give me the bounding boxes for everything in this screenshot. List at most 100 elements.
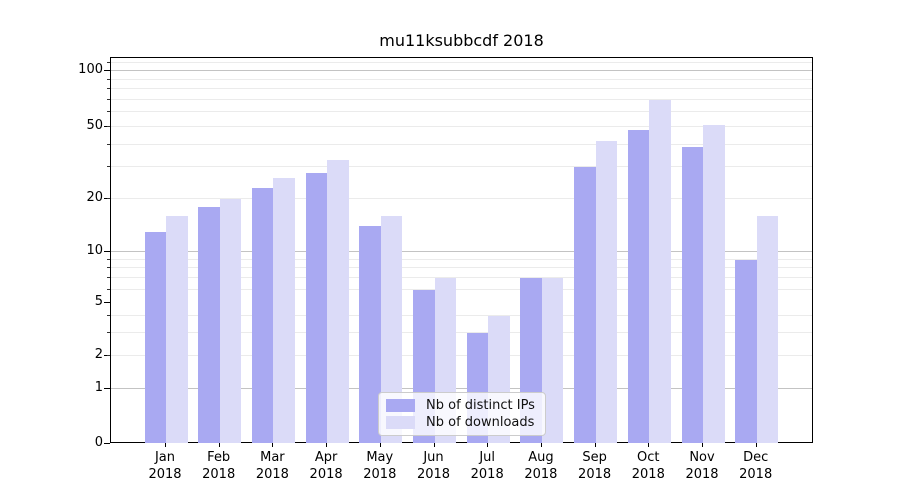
- y-minor-tick-mark: [107, 98, 110, 100]
- y-minor-tick-mark: [107, 258, 110, 260]
- chart-title: mu11ksubbcdf 2018: [379, 31, 544, 50]
- x-tick-year: 2018: [363, 467, 397, 482]
- legend: Nb of distinct IPs Nb of downloads: [378, 392, 546, 436]
- bar-may-distinct-ips: [359, 226, 381, 443]
- bar-mar-downloads: [273, 178, 295, 443]
- bar-may-downloads: [380, 216, 403, 443]
- x-tick-label-aug: Aug 2018: [513, 449, 569, 483]
- minor-gridline: [111, 198, 812, 199]
- x-tick-month: Jun: [423, 450, 444, 465]
- bar-jan-distinct-ips: [144, 231, 166, 443]
- y-minor-tick-mark: [107, 288, 110, 290]
- x-tick-month: Jul: [479, 450, 496, 465]
- x-tick-month: Sep: [582, 450, 607, 465]
- bar-dec-distinct-ips: [735, 259, 757, 443]
- x-tick-mark: [594, 443, 596, 447]
- x-tick-year: 2018: [739, 467, 773, 482]
- y-minor-tick-mark: [107, 88, 110, 90]
- x-tick-year: 2018: [202, 467, 236, 482]
- y-tick-mark: [104, 302, 110, 303]
- x-tick-year: 2018: [685, 467, 719, 482]
- x-tick-mark: [379, 443, 381, 447]
- minor-gridline: [111, 111, 812, 113]
- x-tick-mark: [540, 443, 542, 447]
- minor-gridline: [111, 126, 812, 127]
- y-minor-tick-mark: [107, 331, 110, 333]
- bar-dec-downloads: [756, 216, 779, 443]
- x-tick-mark: [272, 443, 274, 447]
- y-minor-tick-mark: [107, 277, 110, 279]
- x-tick-label-sep: Sep 2018: [567, 449, 623, 483]
- x-tick-month: Oct: [637, 450, 660, 465]
- legend-swatch-downloads: [386, 416, 415, 429]
- y-tick-label: 2: [94, 347, 103, 362]
- bar-sep-downloads: [595, 140, 618, 443]
- y-minor-tick-mark: [107, 166, 110, 168]
- x-tick-label-apr: Apr 2018: [298, 449, 354, 483]
- x-tick-year: 2018: [631, 467, 665, 482]
- minor-gridline: [111, 98, 812, 100]
- bar-sep-distinct-ips: [574, 167, 596, 443]
- legend-entry-downloads: Nb of downloads: [386, 415, 536, 430]
- y-minor-tick-mark: [107, 355, 110, 356]
- x-tick-label-mar: Mar 2018: [244, 449, 300, 483]
- y-minor-tick-mark: [107, 314, 110, 316]
- minor-gridline: [111, 166, 812, 168]
- bar-apr-distinct-ips: [305, 172, 328, 443]
- x-tick-mark: [165, 443, 166, 447]
- minor-gridline: [111, 78, 812, 80]
- bar-nov-downloads: [703, 125, 725, 443]
- y-minor-tick-mark: [107, 111, 110, 113]
- major-gridline: [111, 388, 812, 389]
- legend-swatch-distinct-ips: [386, 399, 415, 412]
- x-tick-year: 2018: [524, 467, 558, 482]
- minor-gridline: [111, 143, 812, 145]
- x-tick-label-nov: Nov 2018: [674, 449, 730, 483]
- y-tick-mark: [104, 443, 110, 444]
- bar-mar-distinct-ips: [251, 188, 274, 443]
- minor-gridline: [111, 62, 812, 64]
- y-minor-tick-mark: [107, 143, 110, 145]
- bar-feb-distinct-ips: [198, 207, 220, 443]
- minor-gridline: [111, 314, 812, 316]
- legend-label-downloads: Nb of downloads: [426, 415, 535, 430]
- x-tick-month: Apr: [314, 450, 338, 465]
- y-tick-mark: [104, 251, 110, 252]
- y-tick-mark: [104, 70, 110, 71]
- x-tick-mark: [326, 443, 328, 447]
- minor-gridline: [111, 277, 812, 279]
- plot-area: [110, 57, 813, 443]
- bar-feb-downloads: [219, 199, 242, 443]
- minor-gridline: [111, 331, 812, 333]
- x-tick-label-dec: Dec 2018: [728, 449, 784, 483]
- x-tick-month: Dec: [743, 450, 769, 465]
- y-minor-tick-mark: [107, 267, 110, 269]
- y-minor-tick-mark: [107, 198, 110, 199]
- y-minor-tick-mark: [107, 62, 110, 64]
- x-tick-mark: [648, 443, 650, 447]
- bar-oct-distinct-ips: [627, 130, 650, 443]
- y-tick-label: 100: [78, 62, 103, 77]
- x-tick-year: 2018: [578, 467, 612, 482]
- x-tick-mark: [487, 443, 489, 447]
- legend-entry-distinct-ips: Nb of distinct IPs: [386, 398, 536, 413]
- x-tick-mark: [702, 443, 703, 447]
- x-tick-mark: [755, 443, 757, 447]
- y-tick-mark: [104, 388, 110, 389]
- x-tick-year: 2018: [148, 467, 182, 482]
- x-tick-month: Aug: [528, 450, 554, 465]
- major-gridline: [111, 70, 812, 71]
- bar-apr-downloads: [327, 159, 349, 443]
- minor-gridline: [111, 88, 812, 90]
- y-tick-label: 5: [94, 294, 103, 309]
- x-tick-label-jan: Jan 2018: [137, 449, 193, 483]
- minor-gridline: [111, 288, 812, 290]
- x-tick-month: Nov: [689, 450, 715, 465]
- x-tick-mark: [218, 443, 220, 447]
- x-tick-year: 2018: [255, 467, 289, 482]
- x-tick-label-jun: Jun 2018: [406, 449, 462, 483]
- x-tick-mark: [433, 443, 435, 447]
- x-tick-month: Jan: [154, 450, 176, 465]
- y-tick-label: 10: [86, 243, 103, 258]
- bar-jan-downloads: [166, 216, 188, 443]
